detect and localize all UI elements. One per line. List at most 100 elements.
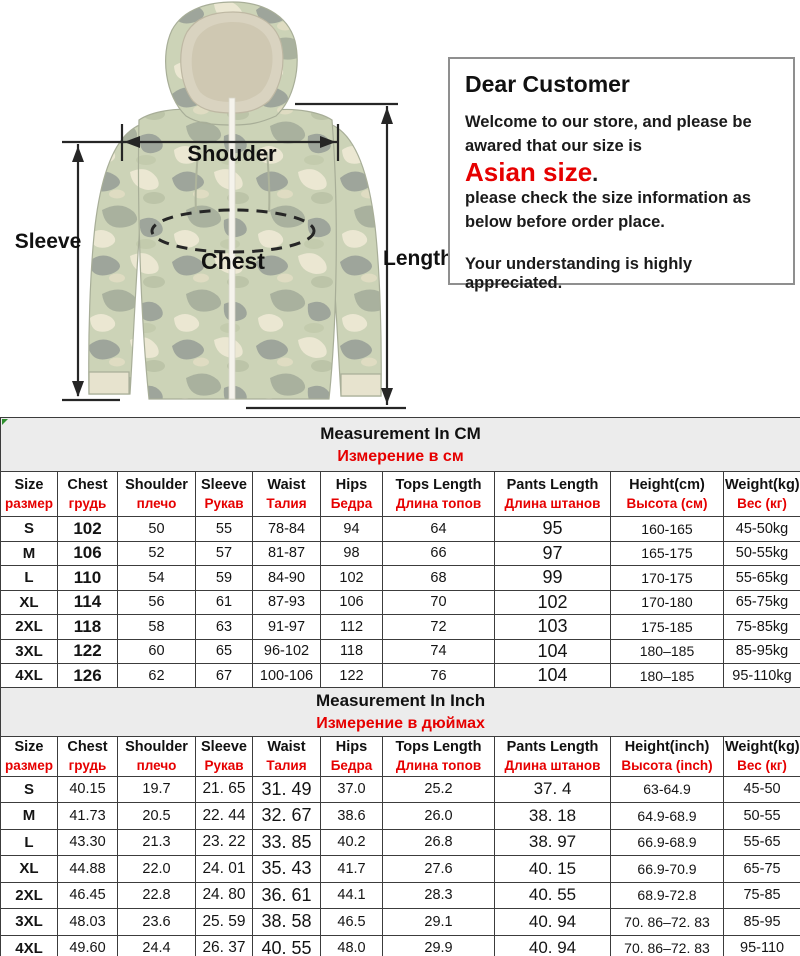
table-cell: 160-165 — [610, 516, 724, 542]
table-title-ru: Измерение в дюймах — [316, 714, 485, 732]
table-cell: 57 — [195, 540, 253, 566]
size-cell: 4XL — [0, 934, 58, 956]
column-header-ru: размер — [4, 757, 54, 773]
column-header-en: Size — [14, 476, 44, 493]
table-cell: 74 — [382, 638, 495, 664]
table-cell: 50-55 — [722, 802, 800, 830]
table-row: S 102 50 55 78-84 94 64 95 160-165 45-50kg — [0, 516, 800, 542]
table-cell: 99 — [494, 565, 611, 591]
column-header-ru: Вес (кг) — [737, 757, 787, 773]
table-row: L 110 54 59 84-90 102 68 99 170-175 55-65kg — [0, 565, 800, 591]
table-cell: 32. 67 — [252, 802, 321, 830]
table-cell: 21.3 — [117, 828, 196, 856]
column-header-ru: размер — [4, 495, 54, 511]
jacket-measurement-diagram: Shouder Sleeve Chest Length — [15, 1, 453, 410]
table-row: 2XL 118 58 63 91-97 112 72 103 175-185 75-85kg — [0, 614, 800, 640]
asian-size-highlight: Asian size — [465, 156, 593, 187]
column-header: Size размер — [0, 471, 58, 517]
left-cuff — [88, 371, 130, 395]
column-header: Chest грудь — [57, 471, 118, 517]
size-cell: 2XL — [0, 614, 58, 640]
table-cell: 114 — [57, 589, 118, 615]
table-cell: 37. 4 — [494, 775, 611, 803]
table-row: 3XL 122 60 65 96-102 118 74 104 180–185 85-95kg — [0, 638, 800, 664]
table-cell: 64 — [382, 516, 495, 542]
column-header-en: Waist — [267, 476, 306, 493]
table-cell: 52 — [117, 540, 196, 566]
table-cell: 26.8 — [382, 828, 495, 856]
table-row: L 43.30 21.3 23. 22 33. 85 40.2 26.8 38. 97 66.9… — [0, 828, 800, 856]
size-cell: 3XL — [0, 638, 58, 664]
table-cell: 35. 43 — [252, 855, 321, 883]
column-header: Sleeve Рукав — [195, 735, 253, 777]
column-header-ru: Рукав — [204, 495, 244, 511]
zipper — [228, 97, 236, 400]
column-header-ru: плечо — [136, 757, 177, 773]
inch-table-title-row: Measurement In Inch Измерение в дюймах — [0, 686, 800, 737]
table-title-en: Measurement In Inch — [315, 690, 486, 710]
table-cell: 26.0 — [382, 802, 495, 830]
table-cell: 91-97 — [252, 614, 321, 640]
table-cell: 110 — [57, 565, 118, 591]
inch-size-table: Measurement In Inch Измерение в дюймах Siz… — [0, 686, 800, 956]
table-cell: 104 — [494, 663, 611, 689]
table-cell: 25.2 — [382, 775, 495, 803]
table-cell: 70. 86–72. 83 — [610, 934, 724, 956]
table-cell: 85-95 — [722, 908, 800, 936]
column-header: Shoulder плечо — [117, 735, 196, 777]
column-header: Height(cm) Высота (см) — [610, 471, 724, 517]
jacket-illustration — [88, 1, 382, 400]
column-header: Pants Length Длина штанов — [494, 471, 611, 517]
column-header-ru: Длина топов — [395, 495, 482, 511]
table-cell: 48.0 — [320, 934, 383, 956]
table-cell: 55-65 — [722, 828, 800, 856]
table-cell: 33. 85 — [252, 828, 321, 856]
table-cell: 78-84 — [252, 516, 321, 542]
table-cell: 75-85 — [722, 881, 800, 909]
table-cell: 60 — [117, 638, 196, 664]
table-cell: 44.1 — [320, 881, 383, 909]
table-cell: 75-85kg — [723, 614, 800, 640]
column-header-en: Pants Length — [506, 476, 599, 493]
table-cell: 180–185 — [610, 663, 724, 689]
table-cell: 55 — [195, 516, 253, 542]
chest-ellipse — [150, 208, 316, 254]
chest-label: Chest — [201, 248, 265, 274]
length-label: Length — [383, 247, 453, 270]
shoulder-label: Shouder — [187, 141, 277, 166]
column-header-ru: плечо — [136, 495, 177, 511]
size-cell: 3XL — [0, 908, 58, 936]
table-cell: 61 — [195, 589, 253, 615]
column-header-ru: Длина топов — [395, 757, 482, 773]
table-cell: 54 — [117, 565, 196, 591]
table-cell: 63 — [195, 614, 253, 640]
table-cell: 65 — [195, 638, 253, 664]
table-cell: 46.5 — [320, 908, 383, 936]
table-cell: 25. 59 — [195, 908, 253, 936]
table-cell: 66.9-70.9 — [610, 855, 724, 883]
length-arrow — [246, 102, 406, 410]
cm-table-title-row: Measurement In CM Измерение в см — [0, 417, 800, 472]
table-cell: 28.3 — [382, 881, 495, 909]
table-cell: 170-175 — [610, 565, 724, 591]
column-header: Tops Length Длина топов — [382, 735, 495, 777]
table-cell: 104 — [494, 638, 611, 664]
shoulder-arrow — [62, 124, 340, 161]
size-cell: S — [0, 516, 58, 542]
column-header: Size размер — [0, 735, 58, 777]
table-cell: 37.0 — [320, 775, 383, 803]
table-cell: 106 — [57, 540, 118, 566]
table-cell: 49.60 — [57, 934, 118, 956]
column-header-en: Shoulder — [125, 476, 188, 493]
table-cell: 45-50kg — [723, 516, 800, 542]
size-cell: XL — [0, 855, 58, 883]
table-cell: 27.6 — [382, 855, 495, 883]
table-row: S 40.15 19.7 21. 65 31. 49 37.0 25.2 37. 4 63-64… — [0, 775, 800, 803]
size-cell: L — [0, 565, 58, 591]
notice-title: Dear Customer — [465, 71, 630, 97]
table-cell: 40.2 — [320, 828, 383, 856]
table-row: 2XL 46.45 22.8 24. 80 36. 61 44.1 28.3 40. 55 68… — [0, 881, 800, 909]
size-cell: S — [0, 775, 58, 803]
column-header: Hips Бедра — [320, 735, 383, 777]
table-cell: 102 — [494, 589, 611, 615]
